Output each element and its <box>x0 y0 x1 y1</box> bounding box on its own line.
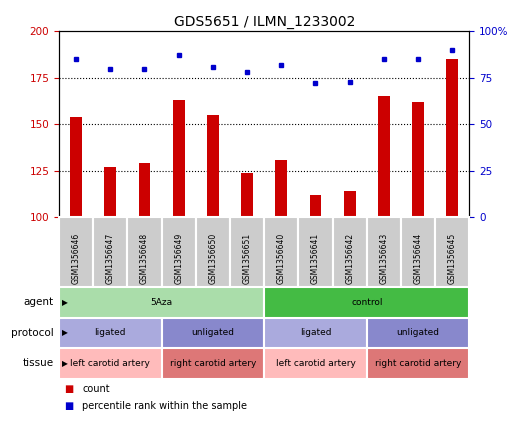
Bar <box>275 160 287 217</box>
Bar <box>104 167 116 217</box>
Text: ligated: ligated <box>300 328 331 338</box>
Text: GSM1356647: GSM1356647 <box>106 233 115 284</box>
Text: GSM1356641: GSM1356641 <box>311 233 320 284</box>
Text: unligated: unligated <box>191 328 234 338</box>
Bar <box>162 318 264 348</box>
Bar <box>332 217 367 287</box>
Text: GSM1356642: GSM1356642 <box>345 233 354 284</box>
Text: GSM1356650: GSM1356650 <box>208 233 218 284</box>
Text: GSM1356648: GSM1356648 <box>140 233 149 284</box>
Bar <box>299 217 332 287</box>
Bar <box>70 117 82 217</box>
Text: GSM1356646: GSM1356646 <box>72 233 81 284</box>
Text: right carotid artery: right carotid artery <box>170 359 256 368</box>
Bar <box>264 348 367 379</box>
Bar <box>367 217 401 287</box>
Bar <box>367 318 469 348</box>
Bar <box>93 217 127 287</box>
Bar <box>162 217 196 287</box>
Bar <box>162 348 264 379</box>
Bar <box>344 191 356 217</box>
Text: left carotid artery: left carotid artery <box>275 359 356 368</box>
Text: count: count <box>82 384 110 394</box>
Text: ■: ■ <box>64 401 73 411</box>
Text: percentile rank within the sample: percentile rank within the sample <box>82 401 247 411</box>
Text: GSM1356651: GSM1356651 <box>243 233 251 284</box>
Bar <box>230 217 264 287</box>
Text: unligated: unligated <box>397 328 440 338</box>
Text: tissue: tissue <box>23 358 54 368</box>
Bar <box>264 318 367 348</box>
Text: ligated: ligated <box>94 328 126 338</box>
Text: GSM1356649: GSM1356649 <box>174 233 183 284</box>
Bar <box>435 217 469 287</box>
Bar <box>241 173 253 217</box>
Bar <box>378 96 390 217</box>
Text: protocol: protocol <box>11 328 54 338</box>
Bar <box>412 102 424 217</box>
Bar <box>207 115 219 217</box>
Text: GSM1356640: GSM1356640 <box>277 233 286 284</box>
Bar <box>367 348 469 379</box>
Bar <box>401 217 435 287</box>
Text: 5Aza: 5Aza <box>150 298 173 307</box>
Text: GSM1356645: GSM1356645 <box>448 233 457 284</box>
Text: ▶: ▶ <box>62 359 67 368</box>
Bar <box>196 217 230 287</box>
Text: ■: ■ <box>64 384 73 394</box>
Text: left carotid artery: left carotid artery <box>70 359 150 368</box>
Text: GSM1356643: GSM1356643 <box>380 233 388 284</box>
Bar <box>59 348 162 379</box>
Bar <box>173 100 185 217</box>
Bar <box>264 287 469 318</box>
Bar <box>264 217 299 287</box>
Bar <box>59 287 264 318</box>
Bar <box>446 59 458 217</box>
Text: right carotid artery: right carotid artery <box>375 359 461 368</box>
Text: ▶: ▶ <box>62 328 67 338</box>
Bar <box>309 195 322 217</box>
Bar <box>59 318 162 348</box>
Text: GSM1356644: GSM1356644 <box>413 233 423 284</box>
Bar <box>59 217 93 287</box>
Text: ▶: ▶ <box>62 298 67 307</box>
Title: GDS5651 / ILMN_1233002: GDS5651 / ILMN_1233002 <box>173 15 355 29</box>
Text: control: control <box>351 298 383 307</box>
Bar <box>127 217 162 287</box>
Bar <box>139 163 150 217</box>
Text: agent: agent <box>24 297 54 308</box>
